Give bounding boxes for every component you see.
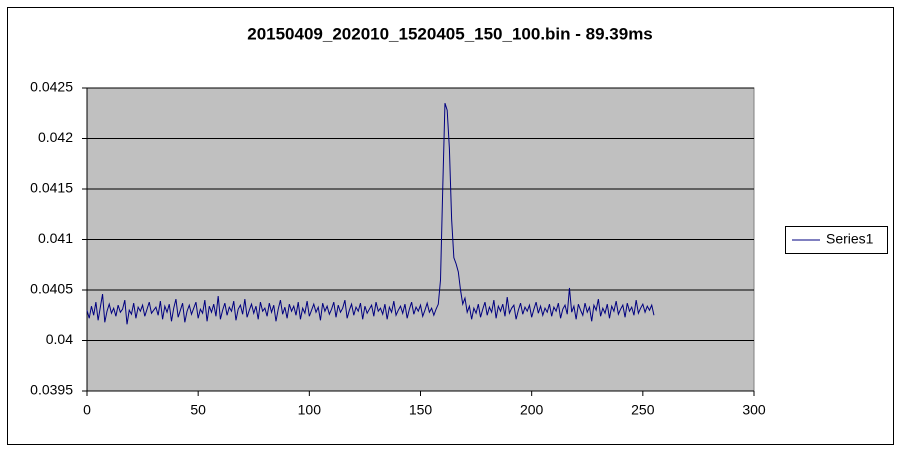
y-tick-label: 0.042 <box>38 129 73 145</box>
y-tick-label: 0.04 <box>46 331 73 347</box>
x-tick-label: 100 <box>298 402 322 418</box>
y-tick-label: 0.0395 <box>30 382 73 398</box>
chart-title: 20150409_202010_1520405_150_100.bin - 89… <box>247 24 653 43</box>
y-tick-label: 0.0405 <box>30 281 73 297</box>
x-tick-label: 150 <box>409 402 433 418</box>
x-tick-label: 200 <box>520 402 544 418</box>
x-tick-label: 300 <box>742 402 766 418</box>
y-tick-label: 0.0415 <box>30 180 73 196</box>
y-tick-label: 0.041 <box>38 230 73 246</box>
series-line <box>86 103 655 325</box>
x-tick-label: 50 <box>190 402 206 418</box>
legend-label: Series1 <box>826 231 874 247</box>
x-tick-label: 250 <box>631 402 655 418</box>
x-tick-label: 0 <box>83 402 91 418</box>
y-tick-label: 0.0425 <box>30 79 73 95</box>
